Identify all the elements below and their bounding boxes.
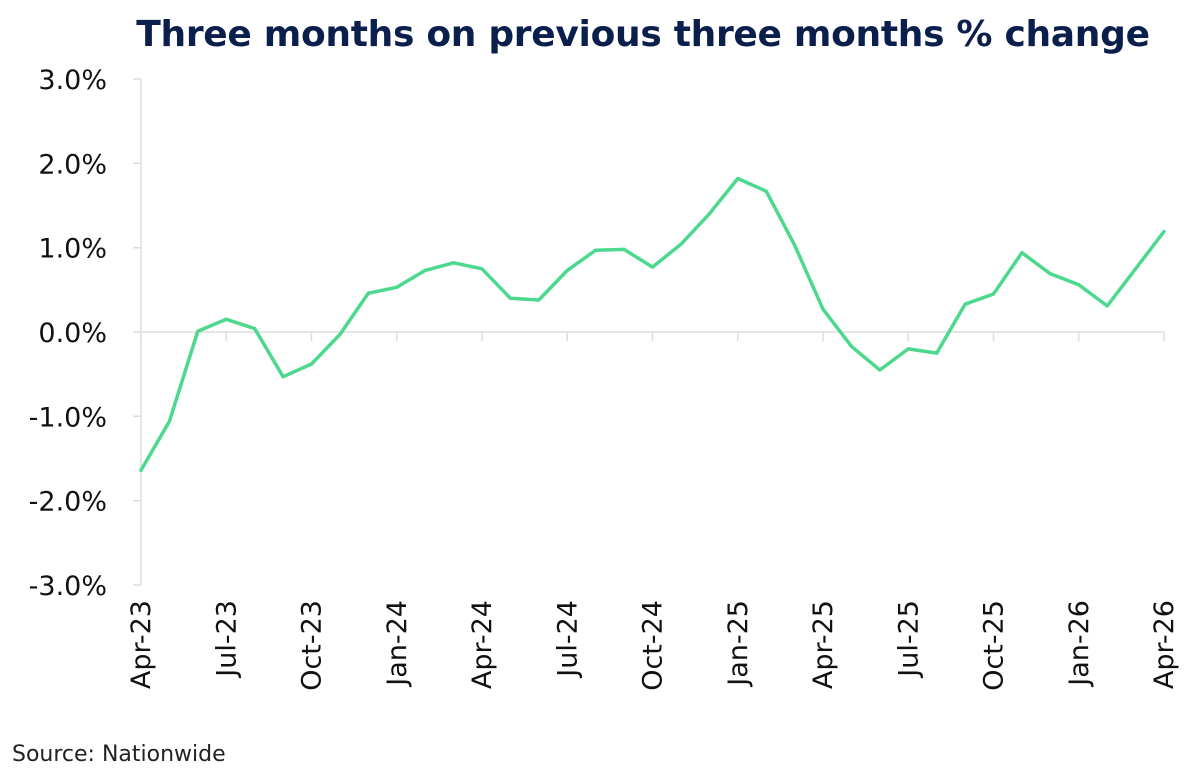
x-tick-label: Jan-25 <box>723 600 754 688</box>
y-axis-labels: 3.0% 2.0% 1.0% 0.0% -1.0% -2.0% -3.0% <box>29 65 107 602</box>
y-tick-label: 3.0% <box>38 65 107 96</box>
x-tick-label: Jul-23 <box>211 600 242 679</box>
data-point <box>1105 304 1109 308</box>
data-point <box>650 265 655 269</box>
x-tick-label: Jul-25 <box>893 600 924 679</box>
data-point <box>423 268 427 273</box>
data-point <box>366 291 370 295</box>
x-tick-label: Jan-26 <box>1064 600 1095 688</box>
y-tick-label: -3.0% <box>29 571 107 602</box>
data-point <box>764 189 768 193</box>
data-point <box>1077 283 1081 287</box>
data-point <box>253 327 257 331</box>
data-point <box>594 248 598 252</box>
data-point <box>849 344 854 348</box>
data-point <box>707 212 711 216</box>
data-point <box>1020 251 1024 255</box>
y-tick-label: 1.0% <box>38 234 107 265</box>
x-tick-label: Jan-24 <box>382 600 413 688</box>
data-point <box>1162 230 1166 234</box>
data-point <box>1133 267 1138 271</box>
chart-title: Three months on previous three months % … <box>136 14 1150 55</box>
y-tick-label: 2.0% <box>38 149 107 180</box>
data-point <box>565 268 569 273</box>
x-axis-labels: Apr-23 Jul-23 Oct-23 Jan-24 Apr-24 Jul-24 Oct-… <box>126 600 1180 691</box>
data-point <box>309 362 314 366</box>
data-point <box>935 351 939 355</box>
data-point <box>821 307 825 311</box>
data-point <box>736 176 740 181</box>
data-point <box>679 242 683 246</box>
data-point <box>963 302 967 306</box>
x-tick-label: Apr-25 <box>808 600 839 689</box>
data-point <box>1048 272 1052 276</box>
source-note: Source: Nationwide <box>12 742 226 767</box>
x-tick-label: Oct-23 <box>297 600 328 691</box>
data-point <box>906 347 910 351</box>
data-point <box>224 317 228 321</box>
data-point <box>508 296 513 300</box>
y-tick-label: -2.0% <box>29 487 107 518</box>
y-tick-label: -1.0% <box>29 402 107 433</box>
data-point <box>537 298 541 302</box>
data-point <box>196 329 200 333</box>
data-point <box>991 292 996 296</box>
data-point <box>395 285 399 289</box>
data-point <box>139 468 143 472</box>
series-layer <box>139 176 1166 473</box>
data-point <box>792 243 797 247</box>
data-point <box>338 332 342 337</box>
x-tick-label: Apr-26 <box>1149 600 1180 689</box>
data-point <box>878 368 882 372</box>
data-point <box>480 267 484 271</box>
x-tick-label: Oct-24 <box>638 600 669 691</box>
series-line <box>139 176 1166 473</box>
data-point <box>281 375 285 379</box>
y-tick-label: 0.0% <box>38 318 107 349</box>
data-point <box>167 419 172 423</box>
axes-layer <box>133 78 1165 586</box>
x-tick-label: Oct-25 <box>979 600 1010 691</box>
data-point <box>451 261 456 265</box>
x-tick-label: Apr-24 <box>467 600 498 689</box>
data-point <box>622 247 626 251</box>
x-tick-label: Jul-24 <box>552 600 583 679</box>
x-tick-label: Apr-23 <box>126 600 157 689</box>
